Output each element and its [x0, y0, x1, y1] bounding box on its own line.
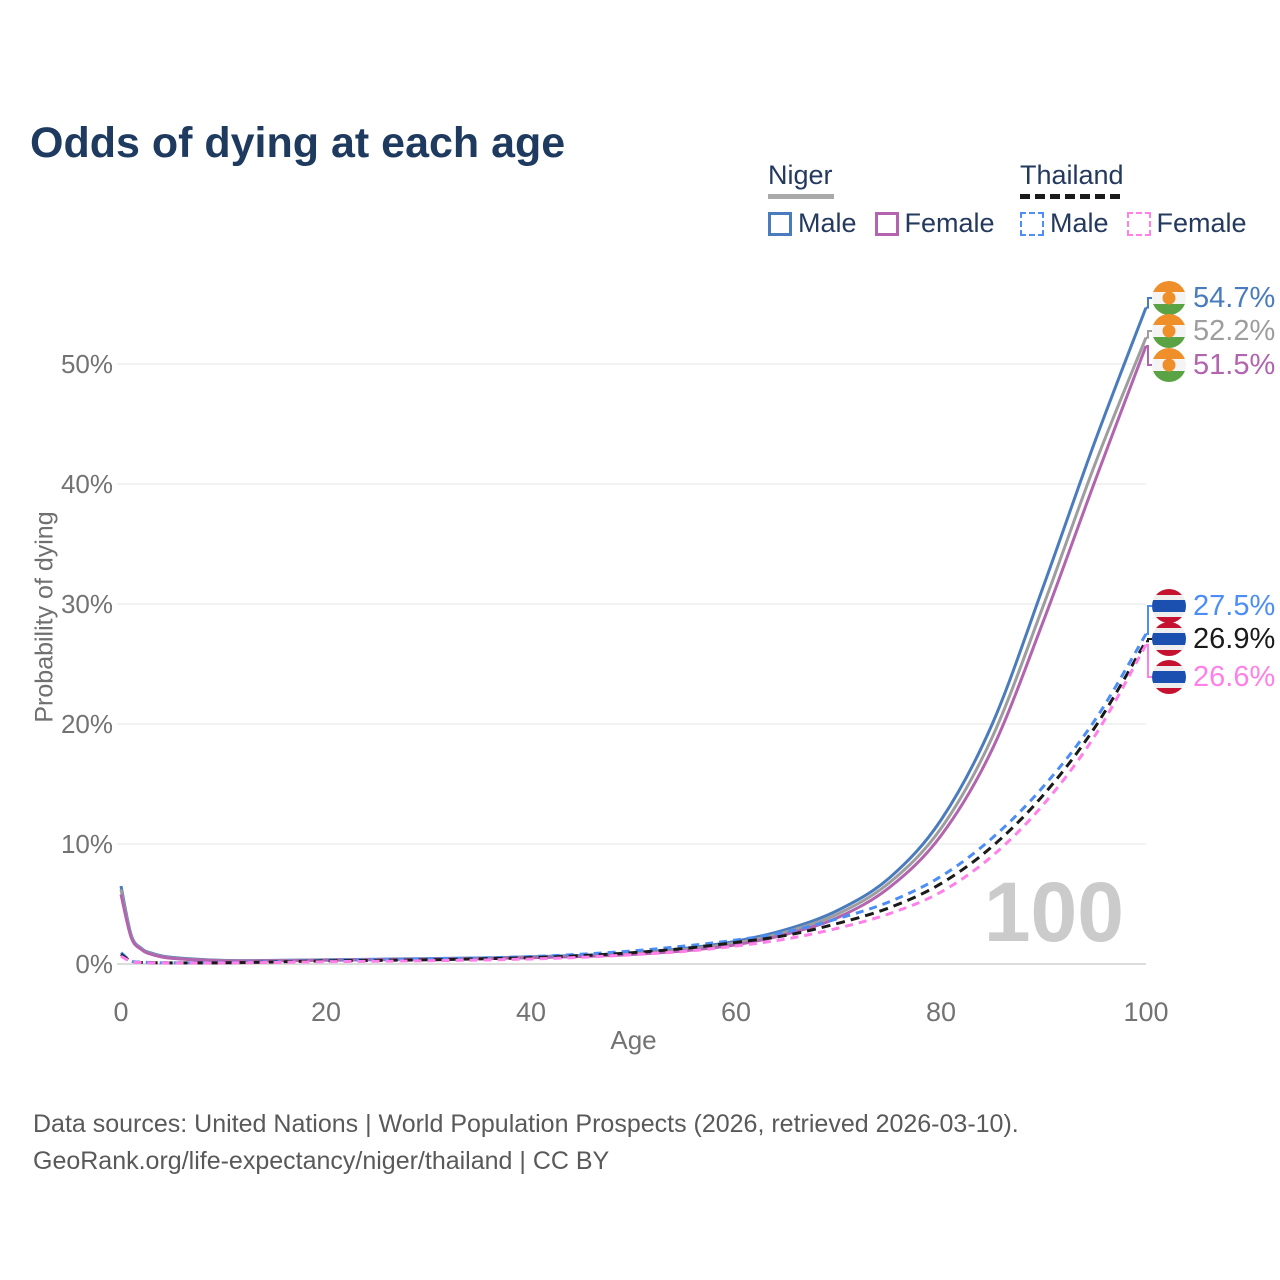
end-value: 51.5% [1193, 348, 1276, 381]
legend-item-niger-female[interactable]: Female [874, 208, 995, 239]
thailand-flag-icon [1152, 589, 1186, 623]
end-label-niger-both-sexes: 52.2% [1152, 313, 1275, 349]
flag-stripe [1152, 688, 1186, 694]
y-tick-label: 30% [61, 589, 113, 619]
thailand-line-style-swatch [1020, 194, 1120, 199]
label-connector [1146, 330, 1152, 339]
end-label-thailand-female: 26.6% [1152, 659, 1275, 695]
flag-stripe [1152, 611, 1186, 618]
flag-stripe [1152, 314, 1186, 326]
legend-label: Female [904, 208, 995, 238]
thailand-female-swatch [1126, 211, 1151, 236]
flag-stripe [1152, 627, 1186, 634]
x-tick-label: 60 [721, 997, 751, 1027]
label-connector [1146, 605, 1152, 635]
end-label-niger-male: 54.7% [1152, 280, 1275, 316]
end-value: 27.5% [1193, 589, 1276, 622]
flag-roundel [1162, 358, 1176, 372]
flag-stripe [1152, 600, 1186, 612]
y-tick-label: 20% [61, 709, 113, 739]
age-counter-watermark: 100 [984, 865, 1124, 959]
legend-label: Female [1156, 208, 1247, 238]
series-line-niger-male [119, 307, 1148, 963]
flag-stripe [1152, 644, 1186, 651]
flag-stripe [1152, 650, 1186, 656]
flag-stripe [1152, 589, 1186, 595]
flag-stripe [1152, 370, 1186, 382]
niger-flag-icon [1152, 281, 1186, 315]
niger-male-swatch [768, 211, 792, 236]
thailand-male-swatch [1020, 211, 1044, 236]
flag-stripe [1152, 348, 1186, 360]
flag-stripe [1152, 594, 1186, 601]
footer: Data sources: United Nations | World Pop… [33, 1106, 1019, 1180]
legend-group-thailand: Thailand Male Female [1020, 160, 1247, 239]
x-tick-label: 100 [1123, 997, 1168, 1027]
thailand-flag-icon [1152, 660, 1186, 694]
thailand-flag-icon [1152, 622, 1186, 656]
legend-item-thailand-female[interactable]: Female [1126, 208, 1247, 239]
legend-label: Male [798, 208, 857, 238]
legend-item-niger-male[interactable]: Male [768, 208, 857, 239]
legend-group-niger: Niger Male Female [768, 160, 995, 239]
flag-roundel [1162, 291, 1176, 305]
data-sources-text: Data sources: United Nations | World Pop… [33, 1110, 1019, 1138]
x-tick-label: 20 [311, 997, 341, 1027]
flag-stripe [1152, 633, 1186, 645]
series-line-thailand-both-sexes [120, 640, 1148, 965]
niger-female-swatch [874, 211, 899, 236]
end-value: 26.9% [1193, 622, 1276, 655]
end-value: 52.2% [1193, 314, 1276, 347]
y-tick-label: 40% [61, 469, 113, 499]
legend-item-thailand-male[interactable]: Male [1020, 208, 1109, 239]
flag-stripe [1152, 682, 1186, 689]
flag-stripe [1152, 660, 1186, 666]
series-line-thailand-female [120, 644, 1148, 965]
legend-label: Male [1050, 208, 1109, 238]
x-tick-label: 80 [926, 997, 956, 1027]
niger-flag-icon [1152, 314, 1186, 348]
y-tick-label: 50% [61, 349, 113, 379]
legend-country-niger: Niger [768, 160, 833, 190]
label-connector [1146, 297, 1152, 309]
attribution-text: GeoRank.org/life-expectancy/niger/thaila… [33, 1147, 610, 1175]
flag-stripe [1152, 336, 1186, 348]
niger-line-style-swatch [768, 194, 834, 199]
page-title: Odds of dying at each age [30, 118, 566, 167]
end-label-thailand-male: 27.5% [1152, 588, 1275, 624]
x-tick-label: 40 [516, 997, 546, 1027]
end-label-niger-female: 51.5% [1152, 347, 1275, 383]
flag-stripe [1152, 303, 1186, 315]
flag-stripe [1152, 617, 1186, 623]
x-tick-label: 0 [113, 997, 128, 1027]
flag-stripe [1152, 622, 1186, 628]
y-tick-label: 0% [75, 949, 113, 979]
end-value: 54.7% [1193, 281, 1276, 314]
y-tick-label: 10% [61, 829, 113, 859]
label-connector [1146, 345, 1152, 366]
end-value: 26.6% [1193, 660, 1276, 693]
flag-stripe [1152, 671, 1186, 683]
label-connector [1146, 638, 1152, 643]
label-connector [1146, 643, 1152, 678]
flag-stripe [1152, 665, 1186, 672]
end-label-thailand-both-sexes: 26.9% [1152, 621, 1275, 657]
flag-stripe [1152, 281, 1186, 293]
x-axis-title: Age [610, 1025, 656, 1055]
flag-roundel [1162, 324, 1176, 338]
legend-country-thailand: Thailand [1020, 160, 1124, 190]
niger-flag-icon [1152, 348, 1186, 382]
